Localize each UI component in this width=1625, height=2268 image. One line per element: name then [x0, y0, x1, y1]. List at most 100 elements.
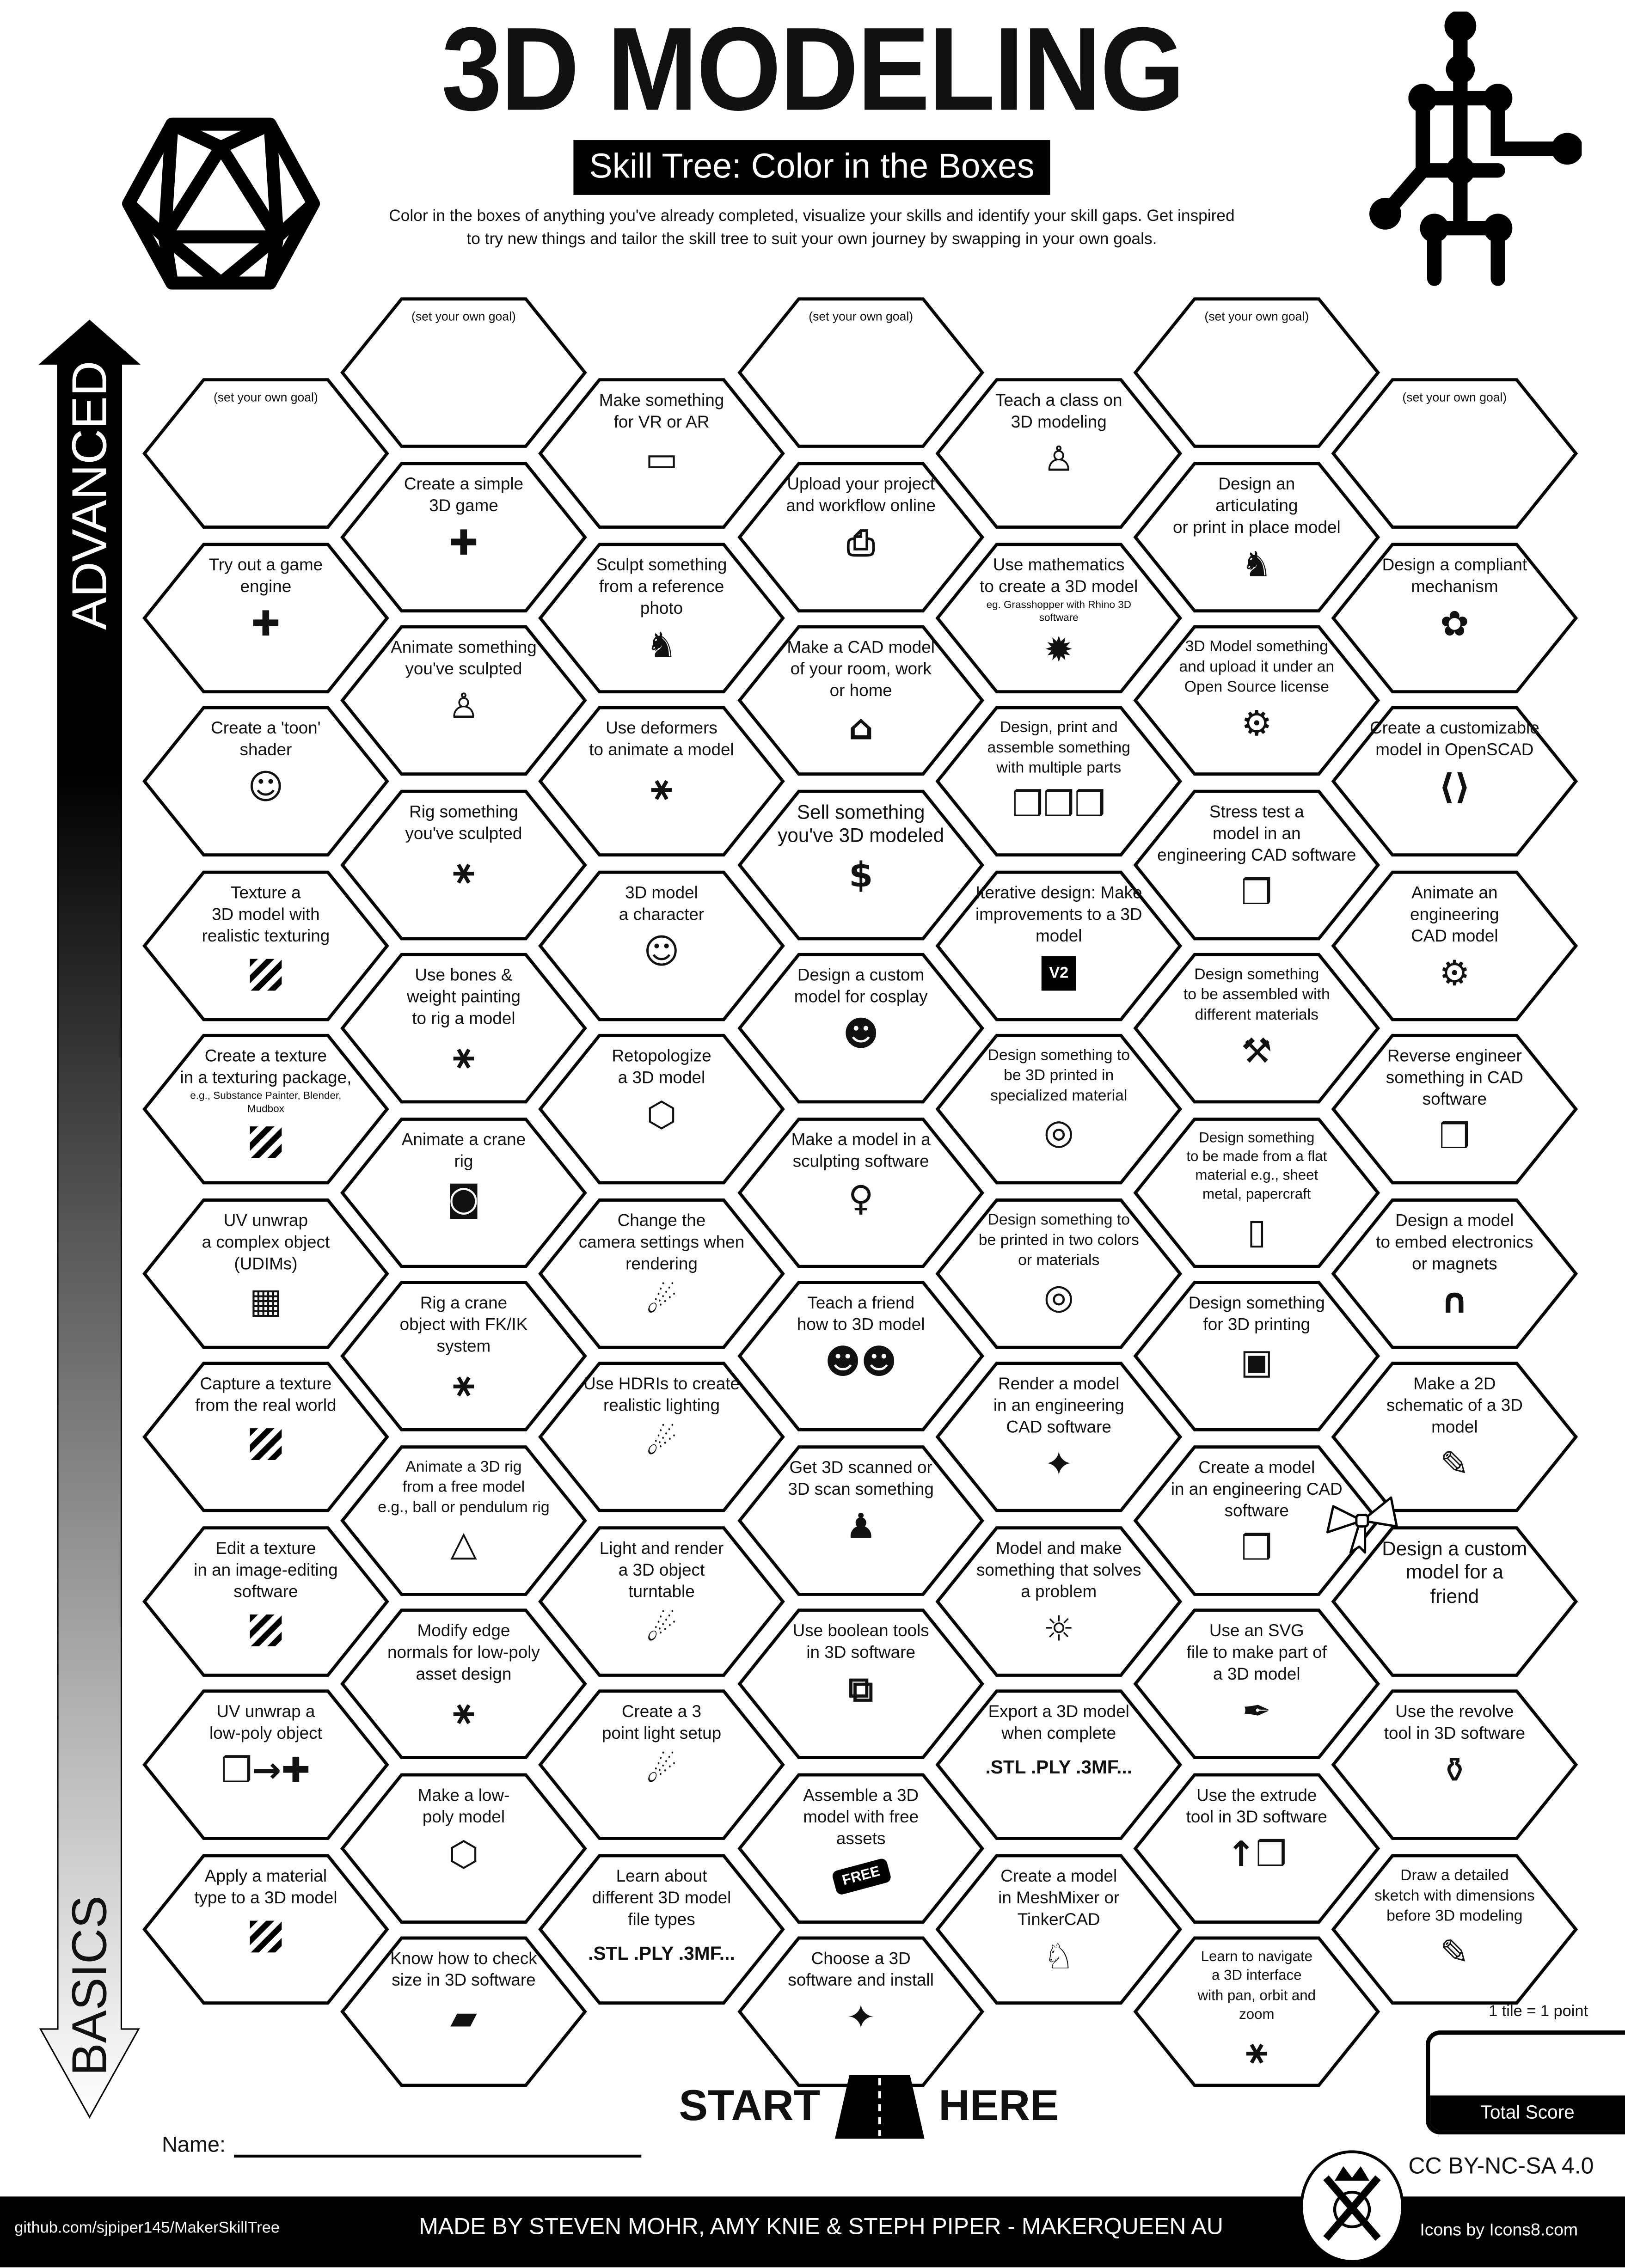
- skill-tile[interactable]: Design something to be made from a flat …: [1133, 1116, 1381, 1269]
- skill-label: Animate a 3D rig from a free model e.g.,…: [378, 1458, 550, 1516]
- custom-goal-tile[interactable]: (set your own goal): [339, 296, 588, 449]
- skill-tile[interactable]: Design something to be assembled with di…: [1133, 952, 1381, 1105]
- skill-tile[interactable]: Use boolean tools in 3D software ⧉: [736, 1608, 985, 1761]
- camera-icon: ◙: [447, 1178, 481, 1219]
- skill-label: Use boolean tools in 3D software: [792, 1620, 929, 1663]
- skill-tile[interactable]: Design a compliant mechanism ✿: [1331, 541, 1579, 694]
- name-label: Name:: [161, 2133, 226, 2158]
- difficulty-arrow: [38, 319, 141, 2119]
- skill-tile[interactable]: Design something to be printed in two co…: [935, 1197, 1183, 1350]
- skill-tile[interactable]: Capture a texture from the real world: [141, 1360, 390, 1513]
- hexagon-outline: [340, 1117, 587, 1268]
- skill-tile[interactable]: Teach a friend how to 3D model ☻☻: [736, 1279, 985, 1432]
- rig-skeleton-icon: ⚹: [453, 1363, 474, 1404]
- walking-person-icon: ♙: [448, 686, 479, 727]
- skill-tile[interactable]: Use an SVG file to make part of a 3D mod…: [1133, 1608, 1381, 1761]
- hexagon-outline: [340, 625, 587, 776]
- skill-tile[interactable]: Edit a texture in an image-editing softw…: [141, 1524, 390, 1677]
- skill-tile[interactable]: Retopologize a 3D model ⬡: [537, 1033, 785, 1186]
- skill-tile[interactable]: Learn about different 3D model file type…: [537, 1852, 785, 2005]
- skill-tile[interactable]: Animate a crane rig ◙: [339, 1116, 588, 1269]
- skill-tile[interactable]: Design a model to embed electronics or m…: [1331, 1197, 1579, 1350]
- skill-tile[interactable]: Animate a 3D rig from a free model e.g.,…: [339, 1443, 588, 1596]
- skill-tile[interactable]: Create a customizable model in OpenSCAD ⟨…: [1331, 705, 1579, 858]
- skill-tile[interactable]: Use HDRIs to create realistic lighting ☄: [537, 1360, 785, 1513]
- skill-tile[interactable]: Modify edge normals for low-poly asset d…: [339, 1608, 588, 1761]
- skill-tile[interactable]: Design a custom model for cosplay ☻: [736, 952, 985, 1105]
- skill-tile[interactable]: Texture a 3D model with realistic textur…: [141, 868, 390, 1021]
- skill-tile[interactable]: 3D Model something and upload it under a…: [1133, 624, 1381, 777]
- 3d-printer-icon: ▣: [1240, 1342, 1273, 1382]
- custom-goal-tile[interactable]: (set your own goal): [1133, 296, 1381, 449]
- skill-tile[interactable]: Try out a game engine ✚: [141, 541, 390, 694]
- skill-tile[interactable]: Model and make something that solves a p…: [935, 1524, 1183, 1677]
- skill-tile[interactable]: Design a custom model for a friend: [1331, 1524, 1579, 1677]
- skill-tile[interactable]: Make a low- poly model ⬡: [339, 1771, 588, 1924]
- free-tag-icon: FREE: [830, 1857, 891, 1895]
- code-window-icon: ⟨⟩: [1439, 767, 1471, 808]
- skill-tile[interactable]: Choose a 3D software and install ✦: [736, 1935, 985, 2088]
- custom-goal-tile[interactable]: (set your own goal): [141, 377, 390, 530]
- skill-label: Draw a detailed sketch with dimensions b…: [1374, 1866, 1535, 1925]
- skill-tile[interactable]: Use the extrude tool in 3D software ↑❒: [1133, 1771, 1381, 1924]
- skill-tile[interactable]: Assemble a 3D model with free assets FREE: [736, 1771, 985, 1924]
- skill-tile[interactable]: Get 3D scanned or 3D scan something ♟: [736, 1443, 985, 1596]
- skill-tile[interactable]: Apply a material type to a 3D model: [141, 1852, 390, 2005]
- skill-tile[interactable]: Render a model in an engineering CAD sof…: [935, 1360, 1183, 1513]
- skill-tile[interactable]: Make something for VR or AR ▭: [537, 377, 785, 530]
- skill-tile[interactable]: Stress test a model in an engineering CA…: [1133, 788, 1381, 941]
- total-score-box[interactable]: Total Score: [1425, 2030, 1625, 2135]
- skill-tile[interactable]: Change the camera settings when renderin…: [537, 1197, 785, 1350]
- skill-tile[interactable]: Teach a class on 3D modeling ♙: [935, 377, 1183, 530]
- skill-label: Render a model in an engineering CAD sof…: [993, 1373, 1124, 1437]
- skill-tile[interactable]: Make a CAD model of your room, work or h…: [736, 624, 985, 777]
- github-link[interactable]: github.com/sjpiper145/MakerSkillTree: [14, 2219, 280, 2237]
- skill-tile[interactable]: Know how to check size in 3D software ▰: [339, 1935, 588, 2088]
- name-field[interactable]: Name:: [162, 2133, 642, 2158]
- skill-tile[interactable]: Sculpt something from a reference photo ♞: [537, 541, 785, 694]
- skill-tile[interactable]: Use deformers to animate a model ⚹: [537, 705, 785, 858]
- skill-tile[interactable]: Learn to navigate a 3D interface with pa…: [1133, 1935, 1381, 2088]
- skill-label: Use an SVG file to make part of a 3D mod…: [1186, 1620, 1327, 1684]
- skill-tile[interactable]: Upload your project and workflow online ⎙: [736, 460, 985, 613]
- skill-tile[interactable]: Iterative design: Make improvements to a…: [935, 868, 1183, 1021]
- skill-tile[interactable]: Animate something you've sculpted ♙: [339, 624, 588, 777]
- skill-tile[interactable]: Design something for 3D printing ▣: [1133, 1279, 1381, 1432]
- hexagon-outline: [1133, 625, 1380, 776]
- skill-tile[interactable]: Use mathematics to create a 3D model eg. …: [935, 541, 1183, 694]
- skill-tile[interactable]: Use the revolve tool in 3D software ⚱: [1331, 1688, 1579, 1841]
- skill-tile[interactable]: Create a model in MeshMixer or TinkerCAD…: [935, 1852, 1183, 2005]
- custom-goal-tile[interactable]: (set your own goal): [1331, 377, 1579, 530]
- skill-tile[interactable]: Draw a detailed sketch with dimensions b…: [1331, 1852, 1579, 2005]
- skill-tile[interactable]: 3D model a character ☺: [537, 868, 785, 1021]
- skill-tile[interactable]: Design an articulating or print in place…: [1133, 460, 1381, 613]
- money-bag-icon: $: [849, 855, 873, 896]
- skill-tile[interactable]: Light and render a 3D object turntable ☄: [537, 1524, 785, 1677]
- skill-tile[interactable]: Export a 3D model when complete .STL .PLY…: [935, 1688, 1183, 1841]
- skill-tile[interactable]: Create a 'toon' shader ☺: [141, 705, 390, 858]
- skill-tile[interactable]: Use bones & weight painting to rig a mod…: [339, 952, 588, 1105]
- skill-tile[interactable]: Design, print and assemble something wit…: [935, 705, 1183, 858]
- skill-tile[interactable]: Create a texture in a texturing package,…: [141, 1033, 390, 1186]
- custom-goal-tile[interactable]: (set your own goal): [736, 296, 985, 449]
- skill-label: Choose a 3D software and install: [788, 1948, 934, 1990]
- skill-label: Use HDRIs to create realistic lighting: [583, 1373, 740, 1416]
- skill-tile[interactable]: Rig something you've sculpted ⚹: [339, 788, 588, 941]
- skill-tile[interactable]: Create a 3 point light setup ☄: [537, 1688, 785, 1841]
- hexagon-outline: [142, 870, 389, 1021]
- skill-tile[interactable]: Rig a crane object with FK/IK system ⚹: [339, 1279, 588, 1432]
- license: CC BY-NC-SA 4.0: [1408, 2154, 1594, 2179]
- score-note: 1 tile = 1 point: [1489, 2003, 1588, 2021]
- skill-tile[interactable]: Sell something you've 3D modeled $: [736, 788, 985, 941]
- hexagon-outline: [538, 1198, 785, 1349]
- skill-tile[interactable]: Animate an engineering CAD model ⚙: [1331, 868, 1579, 1021]
- skill-tile[interactable]: Design something to be 3D printed in spe…: [935, 1033, 1183, 1186]
- skill-tile[interactable]: Create a simple 3D game ✚: [339, 460, 588, 613]
- skill-tile[interactable]: UV unwrap a complex object (UDIMs) ▦: [141, 1197, 390, 1350]
- hexagon-outline: [1133, 1936, 1380, 2087]
- skill-tile[interactable]: UV unwrap a low-poly object ❒→✚: [141, 1688, 390, 1841]
- skill-tile[interactable]: Make a model in a sculpting software ♀: [736, 1116, 985, 1269]
- skill-tile[interactable]: Make a 2D schematic of a 3D model ✎: [1331, 1360, 1579, 1513]
- skill-tile[interactable]: Reverse engineer something in CAD softwa…: [1331, 1033, 1579, 1186]
- name-input-line[interactable]: [234, 2134, 642, 2158]
